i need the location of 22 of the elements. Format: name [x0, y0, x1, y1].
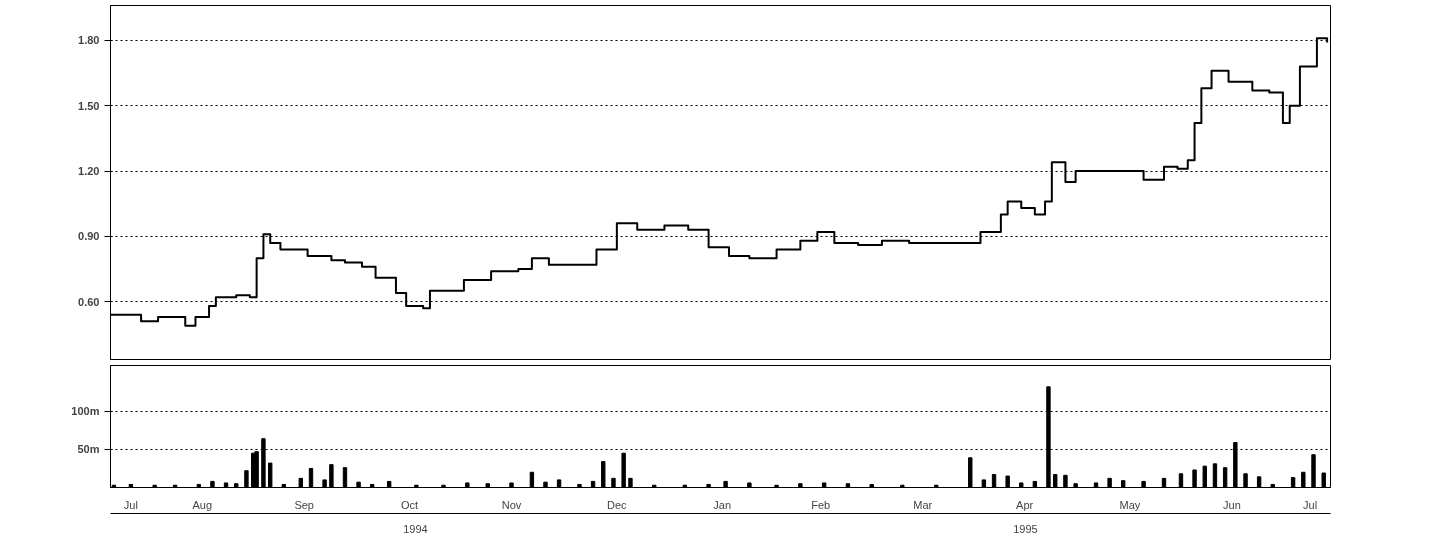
x-tick-label: Sep — [294, 498, 314, 511]
x-tick-label: May — [1119, 498, 1141, 511]
y-tick-label: 1.80 — [78, 34, 100, 47]
x-tick-label: Oct — [401, 498, 419, 511]
x-tick-label: Apr — [1016, 498, 1034, 511]
x-tick-label: Jul — [123, 498, 138, 511]
text: 1994 — [403, 522, 428, 535]
x-tick-label: Mar — [913, 498, 933, 511]
x-tick-label: Feb — [811, 498, 831, 511]
y-tick-label: 0.90 — [78, 230, 100, 243]
y-tick-label: 50m — [77, 443, 100, 456]
x-tick-label: Aug — [192, 498, 213, 511]
x-tick-label: Jun — [1223, 498, 1241, 511]
x-tick-label: Jan — [713, 498, 732, 511]
y-tick-label: 1.50 — [78, 99, 100, 112]
y-tick-label: 0.60 — [78, 295, 100, 308]
y-tick-label: 1.20 — [78, 165, 100, 178]
text: 1995 — [1013, 522, 1038, 535]
x-tick-label: Dec — [607, 498, 628, 511]
x-tick-label: Jul — [1303, 498, 1318, 511]
x-tick-label: Nov — [501, 498, 522, 511]
y-tick-label: 100m — [71, 405, 100, 418]
